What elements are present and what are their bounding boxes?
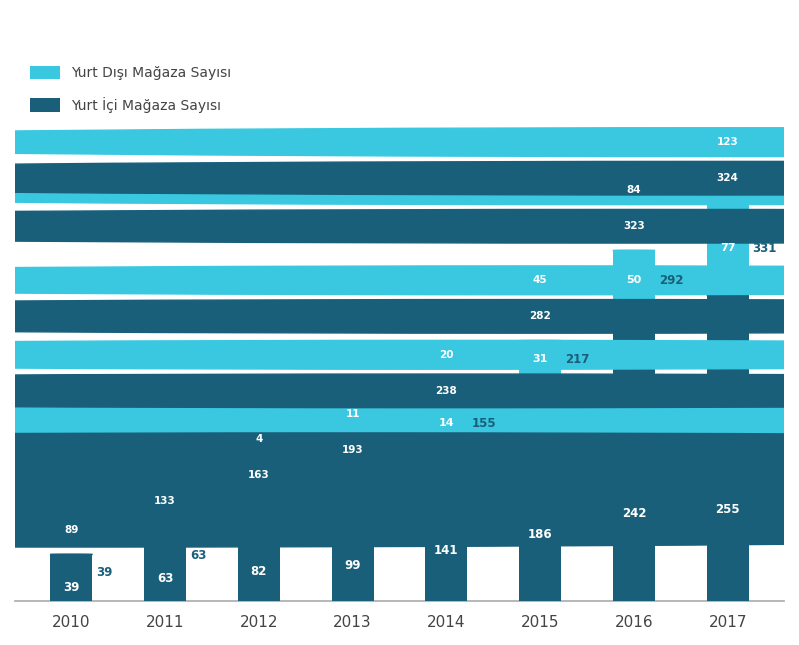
Circle shape <box>0 341 799 369</box>
Circle shape <box>0 266 799 295</box>
Text: 63: 63 <box>157 572 173 585</box>
Text: 217: 217 <box>565 353 590 366</box>
Text: 323: 323 <box>623 221 645 232</box>
Bar <box>238 503 280 601</box>
Bar <box>238 499 280 502</box>
Bar <box>332 482 374 601</box>
Circle shape <box>0 374 799 408</box>
Text: 89: 89 <box>64 525 78 535</box>
Text: 133: 133 <box>154 497 176 506</box>
Text: 238: 238 <box>435 386 457 396</box>
Circle shape <box>0 176 799 204</box>
Text: 99: 99 <box>344 559 361 572</box>
Bar <box>425 432 467 601</box>
Circle shape <box>0 433 799 466</box>
Text: 292: 292 <box>659 274 683 287</box>
Bar <box>613 311 655 601</box>
Text: 123: 123 <box>717 137 738 147</box>
Legend: Yurt Dışı Mağaza Sayısı, Yurt İçi Mağaza Sayısı: Yurt Dışı Mağaza Sayısı, Yurt İçi Mağaza… <box>30 66 232 113</box>
Circle shape <box>0 210 799 243</box>
Text: 82: 82 <box>251 565 267 578</box>
Text: 50: 50 <box>626 275 642 285</box>
Text: 193: 193 <box>342 445 364 455</box>
Circle shape <box>0 513 799 547</box>
Bar <box>613 250 655 310</box>
Text: 20: 20 <box>439 350 454 360</box>
Text: 155: 155 <box>471 417 496 430</box>
Text: 11: 11 <box>345 409 360 419</box>
Text: 84: 84 <box>626 185 642 195</box>
Text: 45: 45 <box>533 275 547 285</box>
Bar <box>706 203 749 295</box>
Circle shape <box>0 424 799 453</box>
Text: 242: 242 <box>622 508 646 521</box>
Text: 4: 4 <box>255 434 263 444</box>
Circle shape <box>0 299 799 333</box>
Text: 39: 39 <box>96 566 113 579</box>
Text: 324: 324 <box>717 174 738 183</box>
Bar <box>425 415 467 432</box>
Text: 77: 77 <box>720 243 736 253</box>
Text: 39: 39 <box>63 580 79 593</box>
Circle shape <box>0 458 799 491</box>
Text: 31: 31 <box>532 354 548 364</box>
Text: 14: 14 <box>439 419 454 428</box>
Text: 331: 331 <box>753 242 777 255</box>
Text: 106: 106 <box>377 471 402 484</box>
Text: 282: 282 <box>529 312 551 321</box>
Bar <box>706 295 749 601</box>
Bar <box>519 378 561 601</box>
Text: 85: 85 <box>284 494 300 507</box>
Text: 63: 63 <box>190 549 206 562</box>
Circle shape <box>0 484 799 518</box>
Circle shape <box>0 128 799 157</box>
Text: 186: 186 <box>528 528 552 541</box>
Bar <box>144 526 186 601</box>
Bar <box>519 341 561 377</box>
Circle shape <box>0 399 799 428</box>
Text: 255: 255 <box>715 502 740 516</box>
Circle shape <box>0 161 799 195</box>
Text: 141: 141 <box>434 544 459 557</box>
Text: 163: 163 <box>248 470 270 480</box>
Bar <box>332 474 374 482</box>
Bar <box>50 555 93 601</box>
